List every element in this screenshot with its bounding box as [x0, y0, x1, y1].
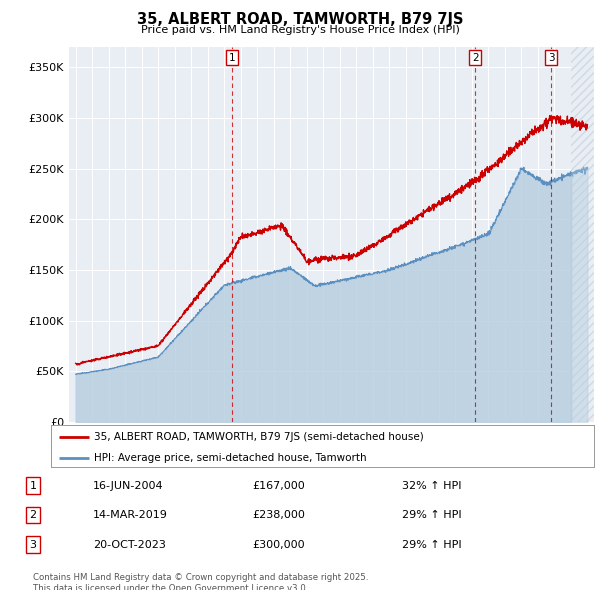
Text: 3: 3: [29, 540, 37, 549]
Text: 1: 1: [229, 53, 235, 63]
Text: 29% ↑ HPI: 29% ↑ HPI: [402, 540, 461, 549]
Text: 16-JUN-2004: 16-JUN-2004: [93, 481, 164, 490]
Text: 35, ALBERT ROAD, TAMWORTH, B79 7JS (semi-detached house): 35, ALBERT ROAD, TAMWORTH, B79 7JS (semi…: [94, 432, 424, 442]
Text: 3: 3: [548, 53, 554, 63]
Text: 20-OCT-2023: 20-OCT-2023: [93, 540, 166, 549]
Text: 14-MAR-2019: 14-MAR-2019: [93, 510, 168, 520]
Text: HPI: Average price, semi-detached house, Tamworth: HPI: Average price, semi-detached house,…: [94, 453, 367, 463]
Text: 29% ↑ HPI: 29% ↑ HPI: [402, 510, 461, 520]
Text: 2: 2: [29, 510, 37, 520]
Text: £300,000: £300,000: [252, 540, 305, 549]
Text: 35, ALBERT ROAD, TAMWORTH, B79 7JS: 35, ALBERT ROAD, TAMWORTH, B79 7JS: [137, 12, 463, 27]
Text: 32% ↑ HPI: 32% ↑ HPI: [402, 481, 461, 490]
Text: 1: 1: [29, 481, 37, 490]
Bar: [571, 47, 594, 422]
Text: Contains HM Land Registry data © Crown copyright and database right 2025.
This d: Contains HM Land Registry data © Crown c…: [33, 573, 368, 590]
Text: £167,000: £167,000: [252, 481, 305, 490]
Text: 2: 2: [472, 53, 478, 63]
Text: Price paid vs. HM Land Registry's House Price Index (HPI): Price paid vs. HM Land Registry's House …: [140, 25, 460, 35]
Bar: [571, 47, 594, 422]
Text: £238,000: £238,000: [252, 510, 305, 520]
